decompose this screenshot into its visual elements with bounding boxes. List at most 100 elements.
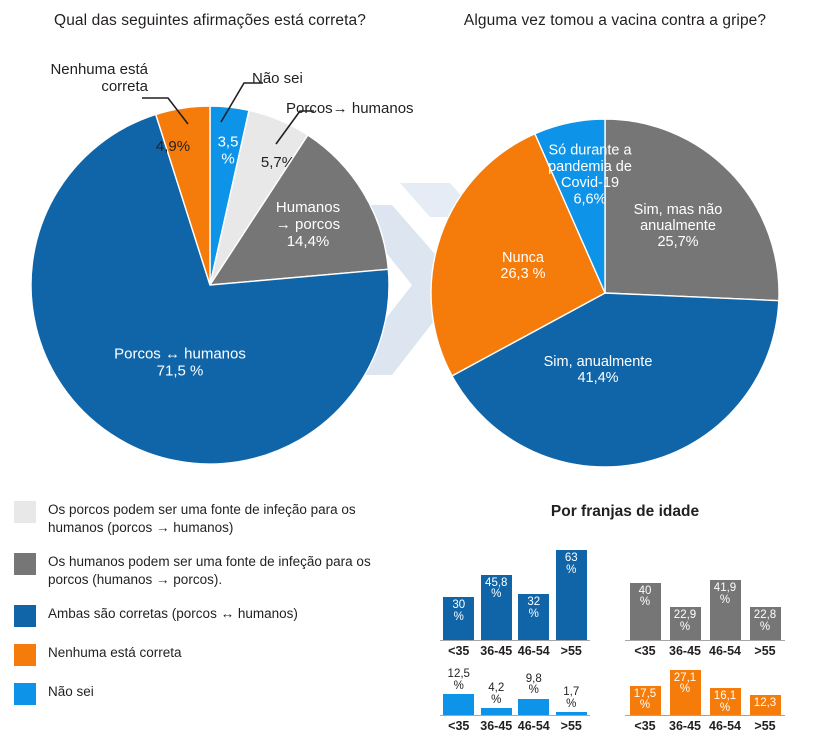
callout-pigs-to-humans: Porcos→ humanos [286, 100, 414, 117]
bar-axis-tick: 36-45 [669, 719, 701, 733]
pie-chart-flu-vaccine: Sim, mas não anualmente 25,7% Sim, anualmen… [430, 118, 780, 468]
bar-value-label: 1,7 % [563, 686, 580, 710]
legend-item-label: Os porcos podem ser uma fonte de infeção… [48, 502, 356, 535]
bar-slot: 27,1 % [665, 665, 705, 715]
bar[interactable]: 4,2 % [480, 682, 512, 715]
bar-plot-area: 40 % 22,9 % 41,9 % 22,8 % <35 36-45 46-54 >55 [625, 540, 785, 658]
bar-value-label: 40 % [638, 584, 652, 609]
legend-swatch [14, 683, 36, 706]
bar-axis-tick: <35 [448, 644, 470, 658]
bar-slot: 12,5 % [440, 665, 478, 715]
bar-slot: 63 % [553, 540, 591, 640]
bar[interactable]: 30 % [443, 597, 475, 640]
pie-slice [604, 118, 780, 302]
bar[interactable]: 27,1 % [669, 669, 701, 715]
bar-value-label: 22,9 % [673, 609, 697, 633]
legend-swatch [14, 605, 36, 628]
pie-slice [30, 113, 390, 465]
bar-axis-tick: >55 [754, 644, 776, 658]
legend-item[interactable]: Nenhuma está correta [14, 643, 414, 667]
bar-axis-labels: <35 36-45 46-54 >55 [625, 716, 785, 733]
bar-plot-area: 30 % 45,8 % 32 % 63 % <35 36-45 46-54 >55 [440, 540, 590, 658]
bar-chart-sim-mas-nao-anualmente: 40 % 22,9 % 41,9 % 22,8 % <35 36-45 46-54 >55 [625, 540, 785, 662]
bar-value-label: 4,2 % [488, 682, 505, 706]
bar-slot: 4,2 % [478, 665, 516, 715]
bar[interactable]: 41,9 % [709, 580, 741, 640]
pie-slice-label: 3,5% [218, 134, 239, 168]
pie-slice-label: Sim, anualmente 41,4% [544, 354, 653, 386]
bar-plot-bars: 12,5 % 4,2 % 9,8 % 1,7 % [440, 665, 590, 716]
bar-slot: 45,8 % [478, 540, 516, 640]
pie-slice-label: Porcos ↔ humanos 71,5 % [114, 346, 246, 380]
bar-plot-bars: 30 % 45,8 % 32 % 63 % [440, 540, 590, 641]
page-title-left: Qual das seguintes afirmações está corre… [54, 12, 366, 29]
bars-section-heading: Por franjas de idade [550, 503, 700, 520]
bar[interactable]: 1,7 % [555, 686, 587, 715]
callout-dont-know: Não sei [252, 70, 303, 87]
bar-axis-labels: <35 36-45 46-54 >55 [440, 716, 590, 733]
bar-slot: 32 % [515, 540, 553, 640]
bar[interactable]: 22,8 % [749, 607, 781, 640]
bar-axis-tick: <35 [634, 719, 656, 733]
bar[interactable]: 12,5 % [443, 668, 475, 715]
bar-axis-tick: 46-54 [517, 644, 550, 658]
bar[interactable]: 17,5 % [629, 685, 661, 715]
pie-slice-label: Nunca 26,3 % [500, 250, 545, 282]
bar-chart-so-durante-pandemia: 12,5 % 4,2 % 9,8 % 1,7 % <35 36-45 46-54 >55 [440, 665, 590, 737]
bar-slot: 40 % [625, 540, 665, 640]
bar-value-label: 41,9 % [713, 582, 737, 606]
bar[interactable]: 22,9 % [669, 607, 701, 640]
bar-slot: 16,1 % [705, 665, 745, 715]
bar-axis-tick: >55 [560, 644, 582, 658]
bar-axis-tick: 36-45 [480, 644, 513, 658]
bar-slot: 1,7 % [553, 665, 591, 715]
bar-chart-sim-anualmente: 30 % 45,8 % 32 % 63 % <35 36-45 46-54 >55 [440, 540, 590, 662]
bar[interactable]: 63 % [555, 550, 587, 640]
bar-axis-tick: 46-54 [709, 719, 741, 733]
legend-item-label: Ambas são corretas (porcos ↔ humanos) [48, 606, 298, 622]
legend-item[interactable]: Não sei [14, 682, 414, 706]
page-title-right: Alguma vez tomou a vacina contra a gripe… [463, 12, 767, 29]
bar-slot: 12,3 [745, 665, 785, 715]
bar-plot-bars: 40 % 22,9 % 41,9 % 22,8 % [625, 540, 785, 641]
bar-plot-area: 12,5 % 4,2 % 9,8 % 1,7 % <35 36-45 46-54 >55 [440, 665, 590, 733]
bar[interactable]: 9,8 % [518, 673, 550, 715]
pie-slice-label: Humanos → porcos 14,4% [276, 199, 340, 250]
legend: Os porcos podem ser uma fonte de infeção… [14, 500, 414, 721]
pie-slice [451, 292, 780, 468]
bar-chart-nunca: 17,5 % 27,1 % 16,1 % 12,3 <35 36-45 46-54 >55 [625, 665, 785, 737]
legend-swatch [14, 644, 36, 667]
legend-item[interactable]: Ambas são corretas (porcos ↔ humanos) [14, 604, 414, 628]
bar-axis-labels: <35 36-45 46-54 >55 [440, 641, 590, 658]
bar-value-label: 27,1 % [673, 671, 697, 696]
bar-plot-bars: 17,5 % 27,1 % 16,1 % 12,3 [625, 665, 785, 716]
legend-swatch [14, 501, 36, 523]
bar-value-label: 17,5 % [633, 687, 657, 712]
legend-item-label: Os humanos podem ser uma fonte de infeçã… [48, 554, 371, 587]
bar-slot: 41,9 % [705, 540, 745, 640]
bar-value-label: 9,8 % [525, 672, 542, 697]
bar[interactable]: 16,1 % [709, 688, 741, 715]
legend-item[interactable]: Os humanos podem ser uma fonte de infeçã… [14, 552, 414, 588]
legend-swatch [14, 553, 36, 576]
pie-chart-statements: 3,5% 5,7%Humanos → porcos 14,4%Porcos ↔ hum… [30, 105, 390, 465]
pie-slice-label: Só durante a pandemia de Covid-19 6,6% [548, 142, 632, 207]
bar[interactable]: 12,3 [749, 694, 781, 715]
legend-item-label: Não sei [48, 684, 94, 700]
bar-slot: 22,9 % [665, 540, 705, 640]
bar-axis-tick: 36-45 [480, 719, 513, 733]
bar-slot: 22,8 % [745, 540, 785, 640]
bar[interactable]: 40 % [629, 582, 661, 640]
bar-value-label: 32 % [527, 596, 541, 620]
bar-axis-tick: 36-45 [669, 644, 701, 658]
bar-axis-tick: 46-54 [517, 719, 550, 733]
legend-item[interactable]: Os porcos podem ser uma fonte de infeção… [14, 500, 414, 536]
bar-axis-tick: <35 [634, 644, 656, 658]
bar-value-label: 16,1 % [713, 690, 737, 714]
bar-slot: 17,5 % [625, 665, 665, 715]
bar[interactable]: 32 % [518, 594, 550, 640]
bar-value-label: 22,8 % [753, 609, 777, 633]
bar-value-label: 12,5 % [447, 668, 470, 692]
bar-plot-area: 17,5 % 27,1 % 16,1 % 12,3 <35 36-45 46-54 >55 [625, 665, 785, 733]
bar[interactable]: 45,8 % [480, 574, 512, 640]
